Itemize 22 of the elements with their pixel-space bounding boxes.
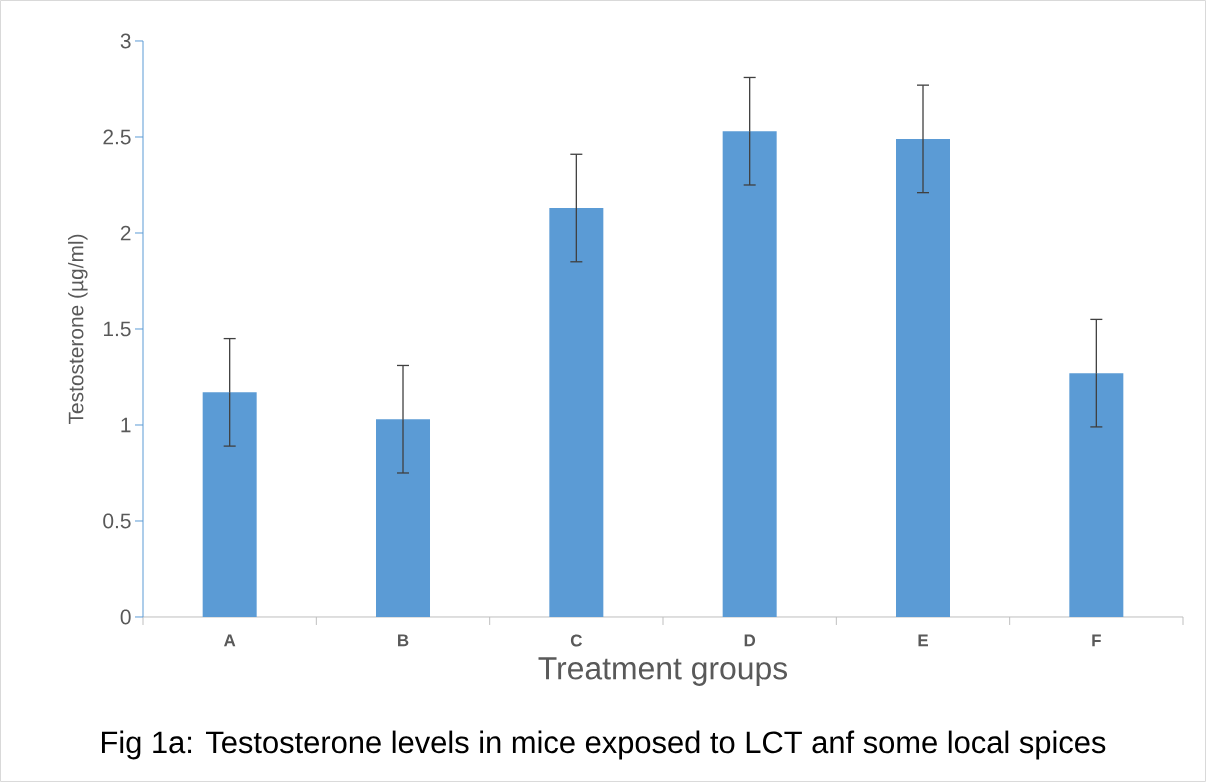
y-tick-label: 0 [120,609,131,625]
bar [549,208,604,617]
y-tick-label: 1 [121,417,131,433]
caption: Fig 1a: Testosterone levels in mice exposed to LCT anf some local spices [102,730,1106,760]
x-tick-label: D [744,634,756,647]
y-tick-label: 1.5 [104,321,131,337]
x-axis-title: Treatment groups [538,657,788,686]
y-tick-label: 2.5 [103,129,131,145]
y-tick-label: 2 [120,225,131,241]
y-tick-label: 3 [120,33,131,49]
bar [1069,373,1124,617]
x-tick-label: A [223,634,236,647]
bar [376,419,431,617]
x-tick-label: E [918,634,928,647]
x-tick-label: F [1092,634,1101,647]
bar [722,131,777,617]
bar [896,138,950,617]
y-axis-title: Testosterone (µg/ml) [68,234,88,425]
x-tick-label: C [570,634,582,647]
x-tick-label: B [398,634,409,647]
y-tick-label: 0.5 [103,513,131,529]
bar [202,392,257,617]
